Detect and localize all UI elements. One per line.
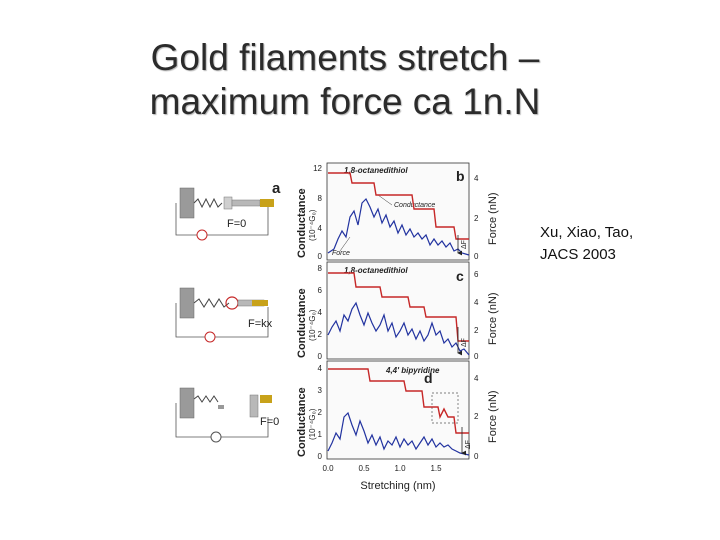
zoom-box — [431, 392, 459, 424]
left-tick: 4 — [318, 364, 323, 373]
force-annotation: Force — [332, 250, 350, 257]
yunit-left-d: (10⁻⁴G₀) — [308, 408, 317, 440]
x-tick: 1.5 — [430, 464, 442, 473]
left-tick: 3 — [318, 386, 323, 395]
conductance-annotation: Conductance — [394, 202, 435, 209]
left-tick: 8 — [318, 194, 323, 203]
left-tick: 12 — [313, 164, 322, 173]
left-tick: 6 — [318, 286, 323, 295]
molecule-label-d: 4,4' bipyridine — [385, 366, 440, 375]
panel-letter-b: b — [456, 168, 465, 184]
left-tick: 4 — [318, 308, 323, 317]
right-tick: 4 — [474, 298, 479, 307]
left-tick: 0 — [318, 352, 323, 361]
citation-line-2: JACS 2003 — [540, 246, 616, 263]
right-tick: 0 — [474, 352, 479, 361]
title-line-2: maximum force ca 1n.N — [149, 81, 541, 122]
citation-line-1: Xu, Xiao, Tao, — [540, 224, 634, 241]
x-tick: 0.5 — [358, 464, 370, 473]
plot-panel-d: 4 3 2 1 0 4 2 0 4,4' bipyridine d ΔF 0.0… — [318, 360, 479, 492]
slide-title: Gold filaments stretch – maximum force c… — [0, 36, 690, 124]
title-line-1: Gold filaments stretch – — [150, 37, 540, 78]
left-tick: 0 — [318, 252, 323, 261]
ylabel-right-b: Force (nN) — [487, 192, 499, 245]
right-tick: 0 — [474, 452, 479, 461]
molecule-label-c: 1,8-octanedithiol — [344, 266, 408, 275]
conductance-trace-c — [328, 272, 469, 342]
delta-f-b: ΔF — [461, 240, 468, 249]
ylabel-right-d: Force (nN) — [487, 390, 499, 443]
force-trace-c — [327, 301, 470, 356]
state-label-2: F=kx — [248, 318, 273, 330]
ylabel-right-c: Force (nN) — [487, 292, 499, 345]
schematic-unstretched: F=0 — [175, 187, 274, 241]
force-trace-b — [327, 197, 470, 256]
schematic-stretched: F=kx — [175, 287, 273, 343]
left-tick: 8 — [318, 264, 323, 273]
panel-letter-c: c — [456, 268, 464, 284]
delta-f-d: ΔF — [465, 440, 472, 449]
left-tick: 1 — [318, 430, 323, 439]
panel-letter-a: a — [272, 180, 281, 197]
panel-letter-d: d — [424, 370, 433, 386]
state-label-1: F=0 — [227, 218, 246, 230]
conductance-trace-b — [328, 172, 469, 240]
force-trace-d — [327, 411, 470, 456]
left-tick: 2 — [318, 330, 323, 339]
citation: Xu, Xiao, Tao, JACS 2003 — [540, 222, 633, 266]
x-tick: 0.0 — [322, 464, 334, 473]
right-tick: 4 — [474, 174, 479, 183]
schematic-broken: F=0 — [175, 387, 279, 443]
right-tick: 2 — [474, 412, 479, 421]
plot-panel-c: 8 6 4 2 0 6 4 2 0 1,8-octanedithiol c ΔF — [318, 261, 479, 361]
ylabel-left-d: Conductance — [296, 387, 308, 457]
molecule-label-b: 1,8-octanedithiol — [344, 166, 408, 175]
stretching-figure: a F=0 F=kx — [175, 162, 499, 492]
left-tick: 2 — [318, 408, 323, 417]
schematic-panel: a F=0 F=kx — [175, 180, 281, 443]
yunit-left-b: (10⁻⁴G₀) — [308, 209, 317, 241]
ylabel-left-b: Conductance — [296, 188, 308, 258]
conductance-trace-d — [328, 368, 469, 434]
yunit-left-c: (10⁻⁴G₀) — [308, 309, 317, 341]
right-tick: 2 — [474, 214, 479, 223]
delta-f-c: ΔF — [461, 338, 468, 347]
right-tick: 4 — [474, 374, 479, 383]
ylabel-left-c: Conductance — [296, 288, 308, 358]
right-tick: 0 — [474, 252, 479, 261]
right-tick: 6 — [474, 270, 479, 279]
x-tick: 1.0 — [394, 464, 406, 473]
right-tick: 2 — [474, 326, 479, 335]
x-axis-label: Stretching (nm) — [360, 480, 435, 492]
state-label-3: F=0 — [260, 416, 279, 428]
left-tick: 0 — [318, 452, 323, 461]
left-tick: 4 — [318, 224, 323, 233]
plot-panel-b: 12 8 4 0 4 2 0 1,8-octanedithiol b Condu… — [313, 162, 479, 261]
